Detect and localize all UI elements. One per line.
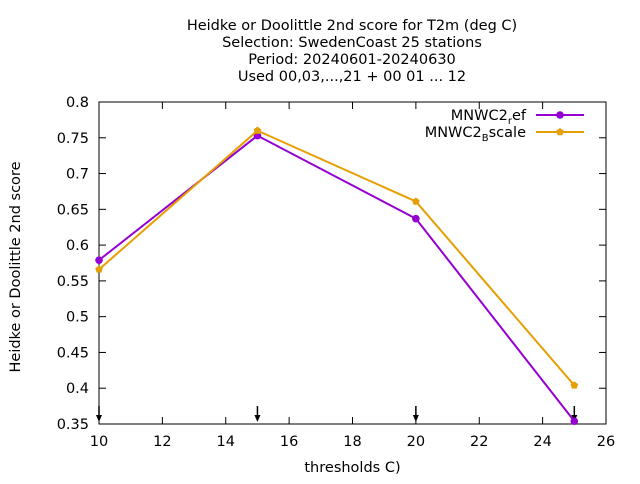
y-tick-label: 0.7 <box>66 167 89 183</box>
y-tick-label: 0.8 <box>66 95 89 111</box>
data-point-MNWC2_ref <box>570 417 579 425</box>
legend-marker-MNWC2_ref <box>556 111 564 119</box>
x-tick-label: 24 <box>533 434 551 450</box>
plot-frame <box>98 101 607 425</box>
data-point-MNWC2_Bscale <box>412 197 420 205</box>
data-point-MNWC2_Bscale <box>570 381 579 389</box>
data-point-MNWC2_ref <box>412 214 420 223</box>
y-tick-label: 0.35 <box>57 417 89 433</box>
x-tick-label: 22 <box>470 434 488 450</box>
chart-title: Heidke or Doolittle 2nd score for T2m (d… <box>187 18 517 85</box>
x-tick-label: 14 <box>217 434 235 450</box>
y-tick-label: 0.6 <box>66 238 89 254</box>
x-tick-label: 16 <box>280 434 298 450</box>
y-tick-label: 0.55 <box>57 274 89 290</box>
x-tick-label: 10 <box>90 434 108 450</box>
series-lines <box>95 126 579 425</box>
x-tick-label: 12 <box>153 434 171 450</box>
axes: 0.35 0.4 0.45 0.5 0.55 0.6 0.65 0.7 0.75 0.8 10 12 1… <box>8 95 615 476</box>
threshold-arrow-head <box>254 415 261 422</box>
x-tick-label: 18 <box>343 434 361 450</box>
data-point-MNWC2_Bscale <box>95 265 103 273</box>
title-line-4: Used 00,03,...,21 + 00 01 ... 12 <box>238 69 466 85</box>
y-tick-label: 0.5 <box>66 310 89 326</box>
y-tick-label: 0.45 <box>57 345 89 361</box>
threshold-arrow-head <box>96 415 102 422</box>
x-tick-label: 26 <box>597 434 615 450</box>
legend-label-MNWC2_ref: MNWC2ref <box>451 108 527 127</box>
legend-marker-MNWC2_Bscale <box>556 128 564 136</box>
data-point-MNWC2_ref <box>95 256 103 264</box>
threshold-arrows <box>96 406 578 422</box>
y-tick-label: 0.65 <box>57 202 89 218</box>
y-tick-label: 0.4 <box>66 381 89 397</box>
series-line-MNWC2_Bscale <box>98 129 576 387</box>
title-line-1: Heidke or Doolittle 2nd score for T2m (d… <box>187 18 517 34</box>
title-line-2: Selection: SwedenCoast 25 stations <box>222 35 482 51</box>
title-line-3: Period: 20240601-20240630 <box>248 52 456 68</box>
series-line-MNWC2_ref <box>98 134 576 422</box>
x-tick-label: 20 <box>407 434 425 450</box>
threshold-arrow-head <box>412 415 419 422</box>
y-axis-label: Heidke or Doolittle 2nd score <box>8 161 24 372</box>
y-tick-label: 0.75 <box>57 131 89 147</box>
x-axis-label: thresholds C) <box>304 460 400 476</box>
legend-label-MNWC2_Bscale: MNWC2Bscale <box>425 125 526 144</box>
data-point-MNWC2_Bscale <box>253 126 262 134</box>
